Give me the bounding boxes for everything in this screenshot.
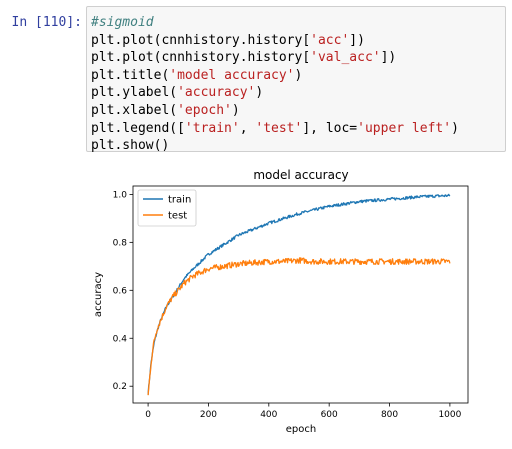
x-tick-label: 1000 bbox=[438, 410, 461, 420]
y-tick-label: 0.8 bbox=[113, 238, 128, 248]
input-prompt: In [110]: bbox=[11, 15, 82, 30]
x-tick-label: 400 bbox=[260, 410, 277, 420]
y-tick-label: 0.2 bbox=[113, 382, 127, 392]
code-token: , bbox=[239, 120, 256, 136]
y-tick-label: 0.6 bbox=[113, 286, 128, 296]
code-token: plt.xlabel( bbox=[91, 102, 178, 118]
chart-title: model accuracy bbox=[253, 168, 348, 182]
code-line: plt.xlabel('epoch') bbox=[91, 102, 459, 120]
cell-output: model accuracy 0 200 400 600 800 1000 0.2 0.4 0.… bbox=[86, 158, 506, 443]
code-token: ) bbox=[255, 85, 264, 101]
code-token: ) bbox=[231, 102, 240, 118]
series-line-train bbox=[147, 193, 451, 395]
y-tick-label: 0.4 bbox=[113, 334, 128, 344]
code-editor[interactable]: #sigmoid plt.plot(cnnhistory.history['acc… bbox=[91, 14, 459, 155]
code-token: ) bbox=[451, 120, 459, 136]
x-tick-label: 800 bbox=[381, 410, 398, 420]
legend-test-label: test bbox=[168, 211, 187, 222]
code-string: 'test' bbox=[255, 120, 303, 136]
code-string: 'epoch' bbox=[177, 102, 232, 118]
plot-frame bbox=[132, 185, 469, 404]
code-line: plt.plot(cnnhistory.history['val_acc']) bbox=[91, 49, 459, 67]
x-tick-label: 0 bbox=[145, 410, 151, 420]
code-string: 'accuracy' bbox=[177, 85, 256, 101]
code-line: #sigmoid bbox=[91, 14, 459, 32]
code-token: plt.show() bbox=[91, 138, 170, 154]
code-string: 'acc' bbox=[310, 32, 350, 48]
x-axis-label: epoch bbox=[286, 424, 316, 435]
code-comment: #sigmoid bbox=[91, 15, 154, 30]
code-line: plt.show() bbox=[91, 137, 459, 155]
code-string: 'model accuracy' bbox=[169, 67, 295, 83]
code-token: ) bbox=[294, 67, 303, 83]
y-tick-label: 1.0 bbox=[113, 190, 128, 200]
code-token: plt.plot(cnnhistory.history[ bbox=[91, 32, 311, 48]
y-axis-label: accuracy bbox=[93, 272, 104, 317]
code-line: plt.title('model accuracy') bbox=[91, 67, 459, 85]
accuracy-chart: model accuracy 0 200 400 600 800 1000 0.2 0.4 0.… bbox=[93, 168, 469, 435]
x-tick-label: 600 bbox=[321, 410, 338, 420]
code-string: 'val_acc' bbox=[310, 50, 381, 66]
code-token: plt.ylabel( bbox=[91, 85, 178, 101]
code-cell-input[interactable]: #sigmoid plt.plot(cnnhistory.history['acc… bbox=[86, 6, 506, 155]
code-token: ]) bbox=[380, 50, 397, 66]
code-line: plt.plot(cnnhistory.history['acc']) bbox=[91, 32, 459, 50]
code-token: plt.title( bbox=[91, 67, 170, 83]
code-token: plt.legend([ bbox=[91, 120, 185, 136]
code-token: plt.plot(cnnhistory.history[ bbox=[91, 50, 311, 66]
legend-train-label: train bbox=[168, 195, 191, 206]
series-line-test bbox=[147, 257, 451, 396]
code-token: ], loc= bbox=[302, 120, 358, 136]
code-string: 'train' bbox=[184, 120, 240, 136]
code-line: plt.ylabel('accuracy') bbox=[91, 84, 459, 102]
x-tick-label: 200 bbox=[200, 410, 217, 420]
code-line: plt.legend(['train', 'test'], loc='upper… bbox=[91, 120, 459, 138]
code-string: 'upper left' bbox=[357, 120, 452, 136]
chart-legend: train test bbox=[137, 189, 197, 227]
code-token: ]) bbox=[349, 32, 365, 48]
